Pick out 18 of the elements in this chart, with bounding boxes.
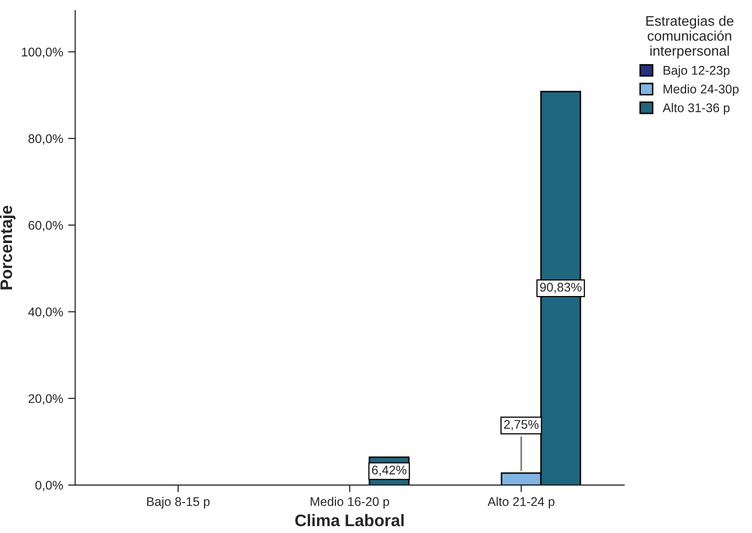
- legend-title: Estrategias de comunicación interpersonal: [646, 16, 734, 59]
- data-label: 2,75%: [504, 420, 539, 430]
- y-tick-label: 40,0%: [28, 308, 63, 318]
- x-tick-label: Alto 21-24 p: [488, 496, 554, 508]
- y-tick-label: 0,0%: [35, 480, 63, 492]
- y-tick-label: 20,0%: [28, 394, 63, 405]
- y-tick-label: 80,0%: [28, 134, 63, 145]
- data-label: 6,42%: [372, 466, 406, 476]
- legend-label: Medio 24-30p: [664, 84, 739, 96]
- x-axis-title: Clima Laboral: [295, 514, 404, 526]
- x-tick-label: Bajo 8-15 p: [147, 496, 210, 508]
- x-tick-label: Medio 16-20 p: [310, 496, 390, 508]
- y-tick-label: 60,0%: [28, 220, 63, 232]
- legend-label: Bajo 12-23p: [664, 66, 730, 78]
- legend-label: Alto 31-36 p: [662, 103, 730, 115]
- data-label: 90,83%: [540, 282, 582, 294]
- y-tick-label: 100,0%: [22, 48, 63, 58]
- y-axis-title: Porcentaje: [0, 206, 16, 290]
